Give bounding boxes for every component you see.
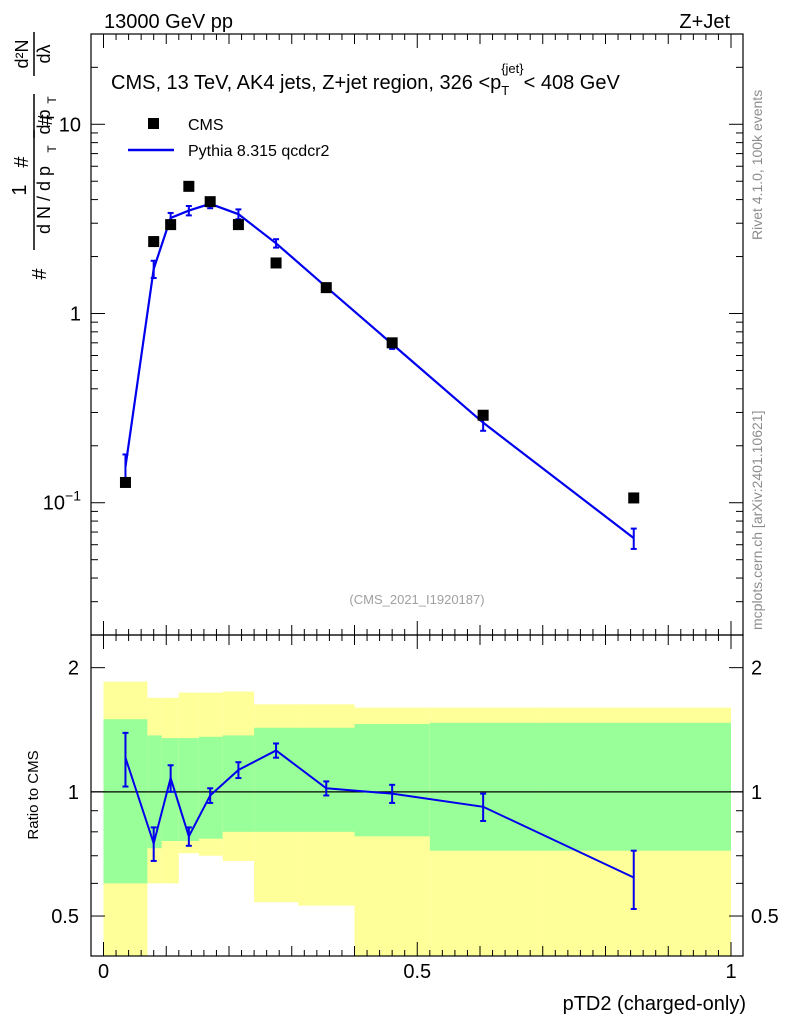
- mcplots-label: mcplots.cern.ch [arXiv:2401.10621]: [749, 411, 765, 630]
- ratio-axis-ticks: 0.5 0.5 1 1 2 2 0 0.5 1: [51, 635, 779, 983]
- cms-data-point: [386, 337, 398, 349]
- main-title-suffix: < 408 GeV: [524, 72, 621, 94]
- ratio-inner-band: [354, 724, 430, 837]
- ratio-inner-band: [536, 722, 731, 851]
- main-ytick-label-base: 10: [43, 493, 65, 515]
- energy-label: 13000 GeV pp: [104, 11, 233, 33]
- mc-line: [124, 202, 635, 540]
- ratio-uncertainty-bands: [90, 634, 744, 957]
- ratio-ytick-label-right: 1: [751, 782, 762, 804]
- cms-data-point: [628, 492, 640, 504]
- legend-cms-label: CMS: [188, 117, 224, 134]
- ylabel-hash-1: #: [29, 268, 51, 280]
- analysis-watermark: (CMS_2021_I1920187): [349, 592, 484, 607]
- cms-data-point: [477, 409, 489, 421]
- main-ytick-label: 10: [59, 114, 81, 136]
- cms-data-point: [119, 476, 131, 488]
- main-ytick-label: 1: [70, 304, 81, 326]
- legend-cms-marker: [148, 118, 159, 129]
- ylabel-hash-3: #: [11, 156, 33, 168]
- ratio-ylabel: Ratio to CMS: [25, 750, 42, 839]
- cms-data-point: [320, 282, 332, 294]
- ratio-ytick-label-right: 2: [751, 658, 762, 680]
- cms-data-point: [148, 236, 160, 248]
- cms-data-point: [183, 180, 195, 192]
- ylabel-hash-2: #: [35, 114, 57, 126]
- main-title-sub: T: [501, 83, 509, 98]
- ylabel-one: 1: [9, 184, 31, 195]
- main-ylabel: # 1 d N / d p T # d p T d²N dλ #: [9, 32, 59, 280]
- ylabel-t-2: T: [45, 96, 59, 104]
- main-title-sup: {jet}: [501, 61, 524, 76]
- x-tick-label: 0: [98, 961, 109, 983]
- ratio-ytick-label: 1: [68, 782, 79, 804]
- cms-data-point: [270, 257, 282, 269]
- main-title-prefix: CMS, 13 TeV, AK4 jets, Z+jet region, 326…: [111, 72, 501, 94]
- main-ytick-label: 10−1: [43, 488, 81, 515]
- ylabel-dpt: d p: [34, 109, 54, 134]
- ratio-inner-band: [429, 722, 537, 851]
- ylabel-dlambda: dλ: [34, 44, 54, 63]
- ratio-series: [122, 731, 637, 910]
- ylabel-d2n: d²N: [12, 39, 32, 68]
- ylabel-dn: d N / d p: [34, 166, 54, 234]
- cms-data-point: [165, 219, 177, 231]
- rivet-version-label: Rivet 4.1.0, 100k events: [749, 90, 765, 240]
- ratio-inner-band: [298, 727, 355, 832]
- x-tick-label: 1: [725, 961, 736, 983]
- main-title: CMS, 13 TeV, AK4 jets, Z+jet region, 326…: [111, 61, 620, 98]
- x-tick-label: 0.5: [403, 961, 431, 983]
- ratio-inner-band: [222, 735, 255, 832]
- legend: CMS Pythia 8.315 qcdcr2: [128, 117, 330, 160]
- ratio-ytick-label: 0.5: [51, 906, 79, 928]
- main-series: [119, 180, 640, 550]
- ylabel-dn-text: d N / d p: [34, 166, 54, 234]
- ratio-ytick-label-right: 0.5: [751, 906, 779, 928]
- x-axis-label: pTD2 (charged-only): [563, 993, 746, 1015]
- process-label: Z+Jet: [679, 11, 730, 33]
- ratio-ytick-label: 2: [68, 658, 79, 680]
- cms-data-point: [232, 219, 244, 231]
- ylabel-t-1: T: [45, 145, 59, 153]
- cms-data-point: [204, 196, 216, 208]
- legend-mc-label: Pythia 8.315 qcdcr2: [188, 143, 330, 160]
- ratio-inner-band: [178, 738, 199, 842]
- main-ytick-label-exp: −1: [65, 488, 81, 504]
